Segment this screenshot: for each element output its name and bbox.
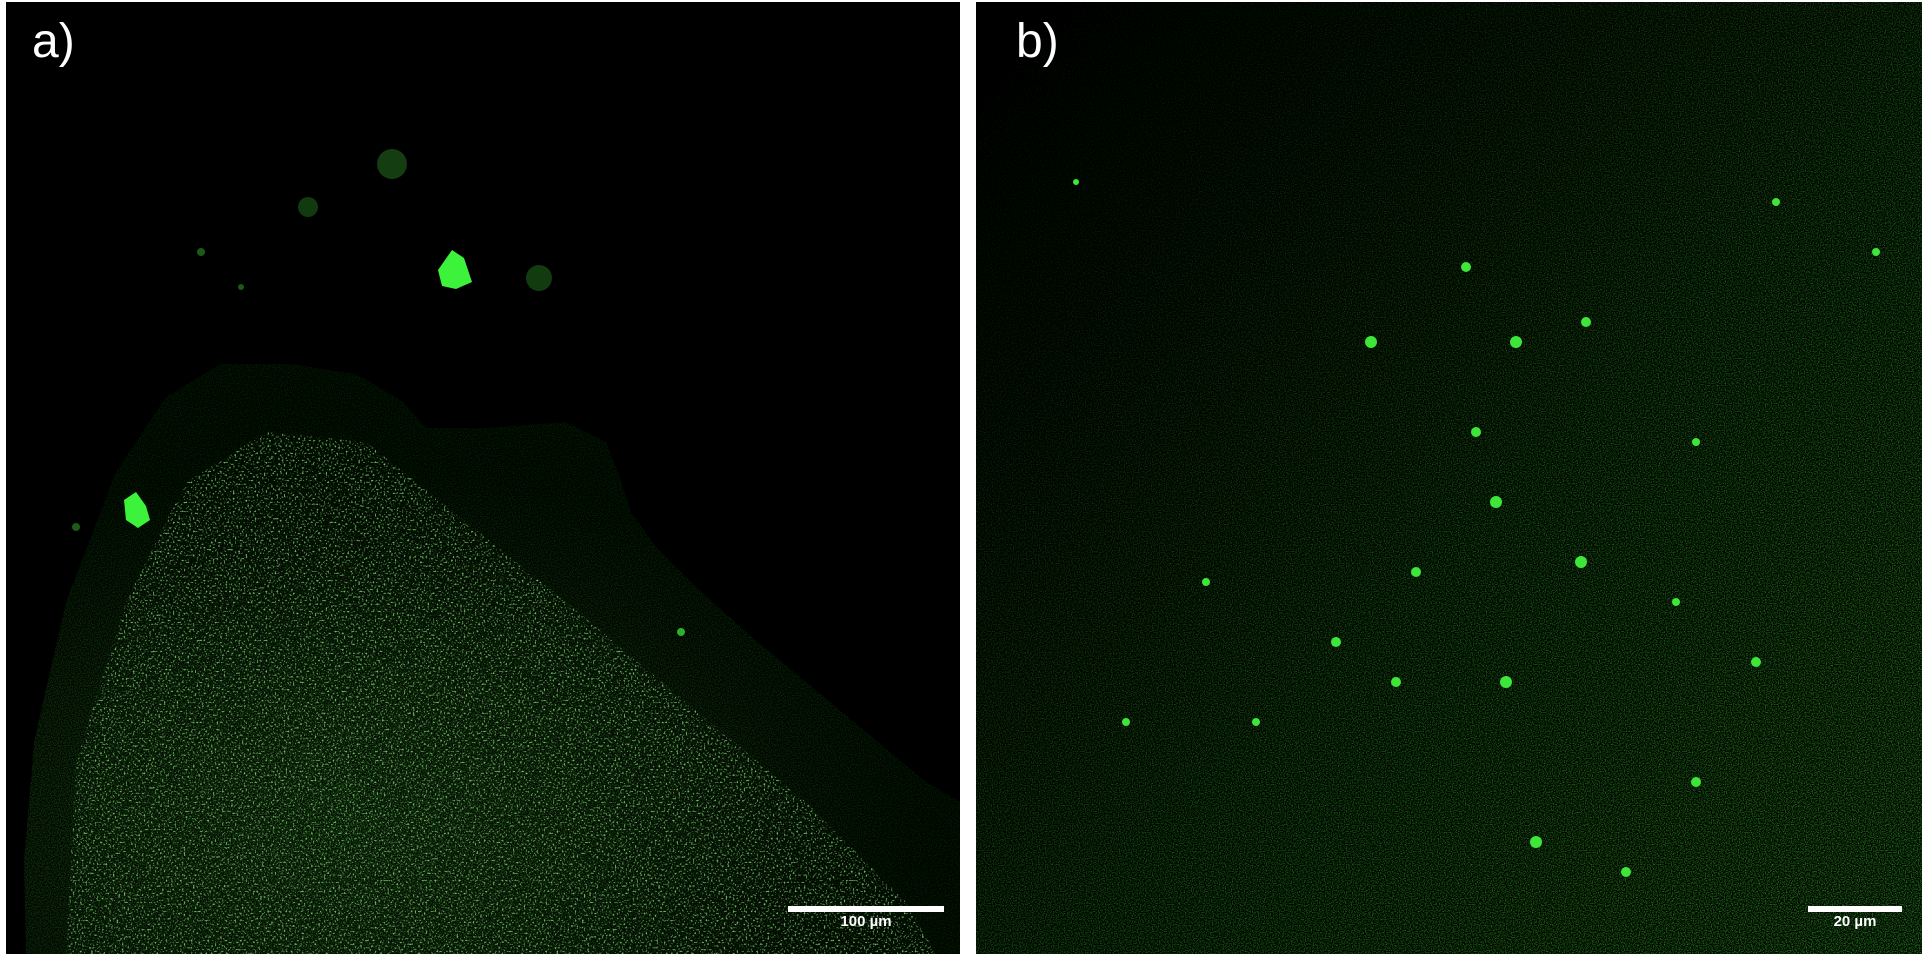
cluster [1500,676,1512,688]
panel-b-micrograph [976,2,1922,954]
cluster [1471,427,1481,437]
cluster [1575,556,1587,568]
cluster [1692,438,1700,446]
cluster [1461,262,1471,272]
panel-label: b) [1016,15,1059,68]
bright-clusters [1073,179,1880,877]
particle [72,523,80,531]
bright-particle [438,250,472,289]
bright-particle [124,492,150,528]
film-speckle [66,432,936,954]
cluster [1621,867,1631,877]
cluster [1672,598,1680,606]
scale-bar-line [1808,906,1902,912]
particle [298,197,318,217]
particle [677,628,685,636]
scale-bar-line [788,906,944,912]
cluster [1073,179,1079,185]
scale-bar-label: 20 µm [1833,913,1877,930]
fluorescence-field [976,2,1922,954]
particle [238,284,244,290]
cluster [1490,496,1502,508]
particle [197,248,205,256]
cluster [1122,718,1130,726]
scale-bar: 20 µm [1808,906,1902,929]
cluster [1530,836,1542,848]
cluster [1365,336,1377,348]
panel-a: a) 100 µm [6,2,960,954]
cluster [1202,578,1210,586]
cluster [1411,567,1421,577]
particle [377,149,407,179]
cluster [1751,657,1761,667]
cluster [1872,248,1880,256]
cluster [1331,637,1341,647]
panel-a-micrograph [6,2,960,954]
cluster [1252,718,1260,726]
cluster [1510,336,1522,348]
cluster [1391,677,1401,687]
cluster [1772,198,1780,206]
panel-label: a) [32,15,75,68]
scale-bar-label: 100 µm [840,913,892,930]
scale-bar: 100 µm [788,906,944,929]
panel-b: b) 20 µm [976,2,1922,954]
particle [526,265,552,291]
cluster [1581,317,1591,327]
cluster [1691,777,1701,787]
